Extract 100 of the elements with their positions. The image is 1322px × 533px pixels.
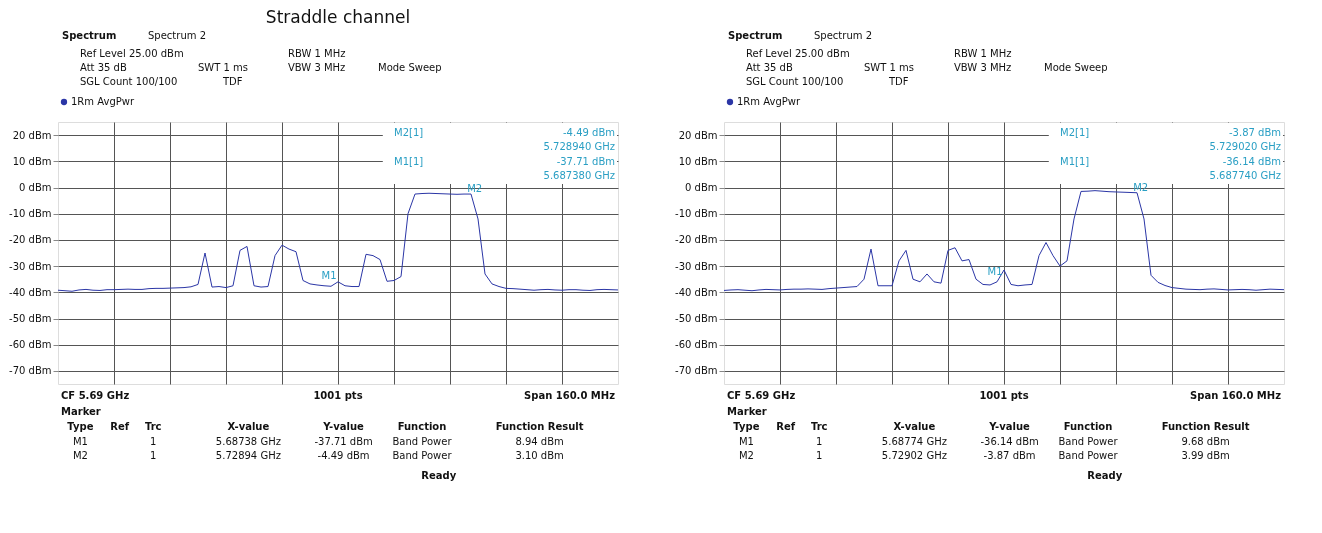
text: 1 <box>816 450 823 461</box>
text: Type <box>733 421 760 432</box>
y-tick-label: -60 dBm <box>9 339 52 351</box>
text: M1 <box>72 436 88 447</box>
text: Function Result <box>495 421 584 432</box>
text: Ref <box>776 421 796 432</box>
text: 1 <box>150 436 157 447</box>
text: -3.87 dBm <box>983 450 1036 461</box>
text: VBW 3 MHz <box>288 62 346 73</box>
annotation: M2[1] <box>394 127 424 138</box>
y-tick-label: -20 dBm <box>675 234 718 246</box>
text: Mode Sweep <box>1044 62 1108 73</box>
chart-title: Straddle channel <box>265 7 411 27</box>
text: Type <box>67 421 94 432</box>
y-tick-label: 20 dBm <box>12 129 52 141</box>
legend-label: 1Rm AvgPwr <box>737 96 801 107</box>
text: Function Result <box>1161 421 1250 432</box>
y-tick-label: -20 dBm <box>9 234 52 246</box>
text: Function <box>397 421 447 432</box>
text: TDF <box>888 76 909 87</box>
text: 3.10 dBm <box>515 450 564 461</box>
y-tick-label: -70 dBm <box>675 365 718 377</box>
text: VBW 3 MHz <box>954 62 1012 73</box>
y-tick-label: -40 dBm <box>9 286 52 298</box>
text: M2 <box>738 450 754 461</box>
annotation: 5.729020 GHz <box>1209 141 1281 152</box>
y-tick-label: -10 dBm <box>675 208 718 220</box>
annotation: -36.14 dBm <box>1222 156 1281 167</box>
text: 9.68 dBm <box>1181 436 1230 447</box>
text: Band Power <box>392 436 453 447</box>
legend-label: 1Rm AvgPwr <box>71 96 135 107</box>
text: Spectrum <box>728 30 783 41</box>
text: 5.72894 GHz <box>215 450 281 461</box>
text: Band Power <box>1058 436 1119 447</box>
text: Ready <box>421 470 457 481</box>
y-tick-label: 10 dBm <box>678 155 718 167</box>
text: Trc <box>810 421 828 432</box>
text: 5.68774 GHz <box>881 436 947 447</box>
text: X-value <box>227 421 270 432</box>
annotation: -37.71 dBm <box>556 156 615 167</box>
y-tick-label: -10 dBm <box>9 208 52 220</box>
y-tick-label: 10 dBm <box>12 155 52 167</box>
text: Ref Level 25.00 dBm <box>746 48 850 59</box>
y-tick-label: -70 dBm <box>9 365 52 377</box>
text: 1001 pts <box>313 390 363 401</box>
text: SGL Count 100/100 <box>80 76 178 87</box>
text: 1 <box>150 450 157 461</box>
text: RBW 1 MHz <box>288 48 346 59</box>
text: Marker <box>61 406 101 417</box>
line-series <box>724 190 1284 292</box>
text: 1 <box>816 436 823 447</box>
annotation: M1[1] <box>1060 156 1090 167</box>
text: Trc <box>144 421 162 432</box>
text: Mode Sweep <box>378 62 442 73</box>
text: Y-value <box>322 421 365 432</box>
text: Att 35 dB <box>80 62 127 73</box>
annotation: 5.687380 GHz <box>543 170 615 181</box>
text: Spectrum <box>62 30 117 41</box>
annotation: 5.728940 GHz <box>543 141 615 152</box>
text: M2 <box>72 450 88 461</box>
y-tick-label: -50 dBm <box>9 313 52 324</box>
text: Spectrum 2 <box>148 30 206 41</box>
text: -36.14 dBm <box>980 436 1039 447</box>
y-tick-label: -60 dBm <box>675 339 718 351</box>
annotation: -4.49 dBm <box>562 127 615 138</box>
text: M1 <box>738 436 754 447</box>
annotation: M1[1] <box>394 156 424 167</box>
text: Y-value <box>988 421 1031 432</box>
text: -37.71 dBm <box>314 436 373 447</box>
annotation: -3.87 dBm <box>1228 127 1281 138</box>
text: 1001 pts <box>979 390 1029 401</box>
text: Ref <box>110 421 130 432</box>
text: 8.94 dBm <box>515 436 564 447</box>
text: 5.72902 GHz <box>881 450 947 461</box>
text: Marker <box>727 406 767 417</box>
text: SWT 1 ms <box>864 62 915 73</box>
text: 5.68738 GHz <box>215 436 281 447</box>
text: Function <box>1063 421 1113 432</box>
annotation: 5.687740 GHz <box>1209 170 1281 181</box>
y-tick-label: -50 dBm <box>675 313 718 324</box>
line-series <box>58 192 618 292</box>
text: Ref Level 25.00 dBm <box>80 48 184 59</box>
text: SWT 1 ms <box>198 62 249 73</box>
text: Att 35 dB <box>746 62 793 73</box>
text: Span 160.0 MHz <box>524 390 616 401</box>
text: SGL Count 100/100 <box>746 76 844 87</box>
text: Band Power <box>392 450 453 461</box>
text: Span 160.0 MHz <box>1190 390 1282 401</box>
annotation: M1 <box>321 270 337 282</box>
y-tick-label: 0 dBm <box>685 182 718 193</box>
text: X-value <box>893 421 936 432</box>
y-tick-label: 0 dBm <box>19 182 52 193</box>
text: -4.49 dBm <box>317 450 370 461</box>
annotation: M2[1] <box>1060 127 1090 138</box>
y-tick-label: -40 dBm <box>675 286 718 298</box>
annotation: M1 <box>987 266 1003 278</box>
text: Spectrum 2 <box>814 30 872 41</box>
text: Ready <box>1087 470 1123 481</box>
text: TDF <box>222 76 243 87</box>
text: CF 5.69 GHz <box>727 390 796 401</box>
